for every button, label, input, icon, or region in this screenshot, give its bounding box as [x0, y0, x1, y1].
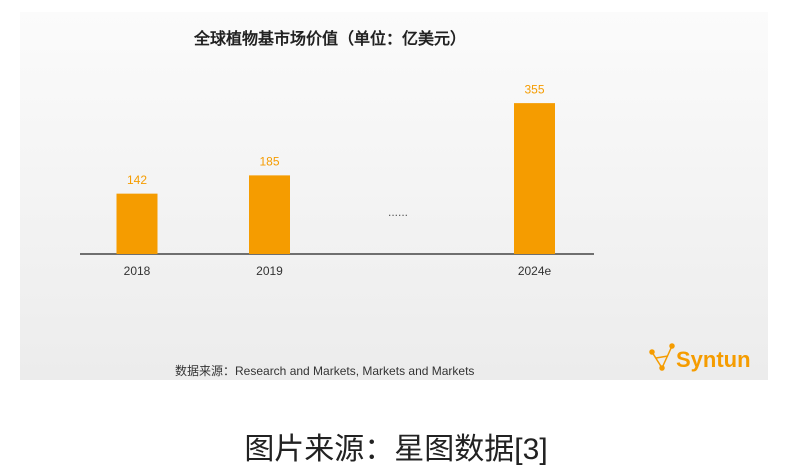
chart-title: 全球植物基市场价值（单位：亿美元） [193, 29, 466, 48]
bar [116, 193, 158, 254]
chart: 全球植物基市场价值（单位：亿美元） 数据来源：Research and Mark… [20, 12, 768, 380]
value-label: 185 [259, 155, 279, 169]
x-tick-label: 2024e [518, 264, 552, 278]
source-note: 数据来源：Research and Markets, Markets and M… [175, 363, 474, 378]
x-tick-label: 2019 [256, 264, 283, 278]
bar [249, 175, 290, 254]
value-label: 355 [524, 82, 544, 96]
value-label: 142 [127, 173, 147, 187]
bar [514, 103, 555, 254]
x-tick-label: 2018 [124, 264, 151, 278]
logo-icon [649, 343, 675, 371]
annotation: ...... [388, 205, 408, 219]
caption: 图片来源：星图数据[3] [244, 433, 548, 466]
logo: Syntun [676, 347, 751, 372]
